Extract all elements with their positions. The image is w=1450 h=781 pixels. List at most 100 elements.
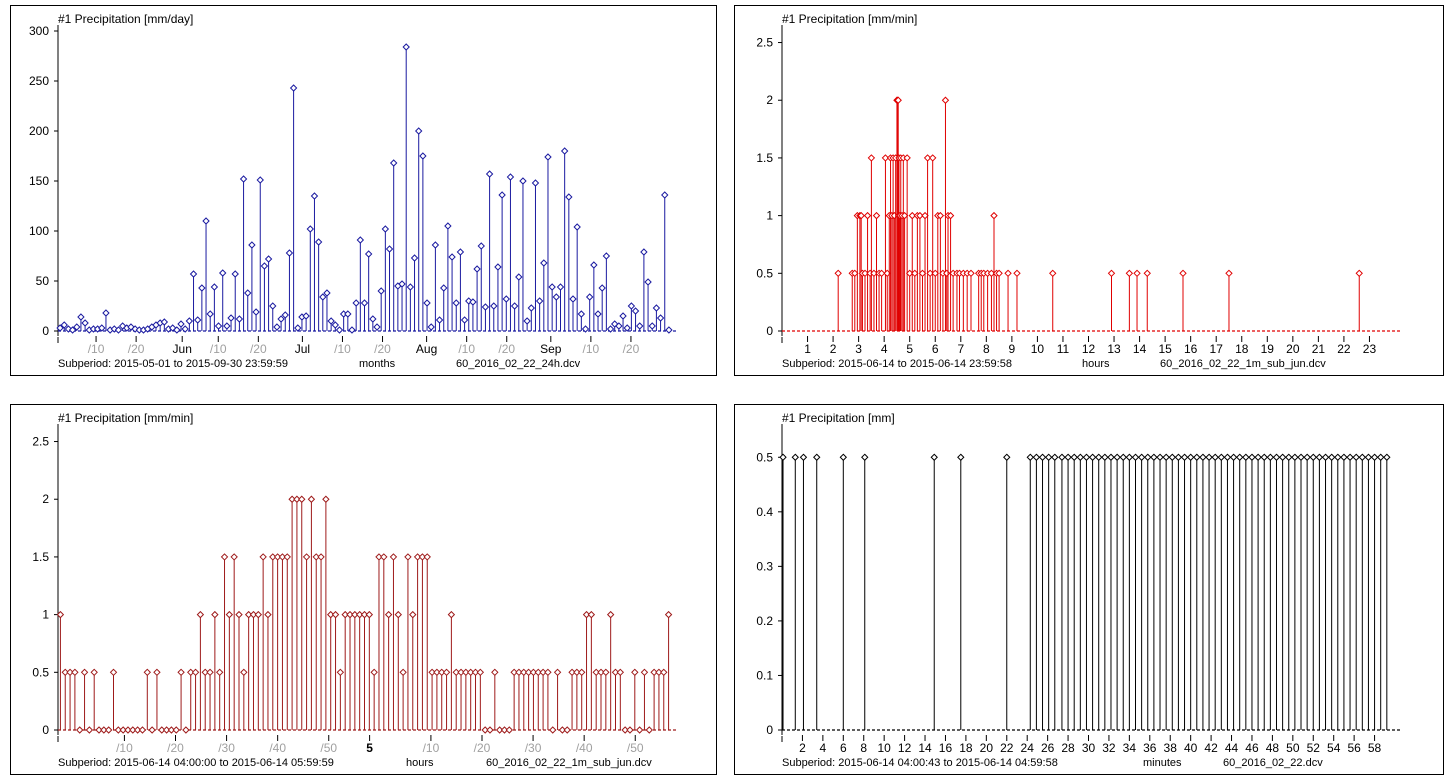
data-point	[648, 322, 656, 330]
data-point	[331, 321, 340, 329]
data-point	[636, 322, 644, 330]
data-point	[370, 668, 378, 677]
data-point	[495, 726, 504, 734]
data-point	[476, 668, 485, 677]
data-point	[98, 324, 106, 332]
data-point	[256, 176, 264, 184]
x-tick-label: 10	[877, 741, 891, 755]
data-point	[389, 159, 398, 167]
data-point	[520, 668, 528, 677]
data-point	[71, 668, 79, 677]
data-point	[606, 325, 615, 333]
subperiod-label: Subperiod: 2015-06-14 04:00:43 to 2015-0…	[782, 757, 1058, 769]
data-point	[900, 211, 909, 220]
data-point	[498, 191, 506, 199]
data-point	[214, 322, 223, 330]
data-point	[535, 297, 544, 305]
chart-title: #1 Precipitation [mm/min]	[58, 411, 194, 425]
data-point	[931, 269, 939, 278]
data-point	[264, 610, 272, 619]
data-point	[1327, 453, 1336, 461]
data-point	[851, 269, 859, 278]
data-point	[1058, 453, 1066, 461]
data-point	[531, 179, 540, 187]
data-point	[456, 248, 465, 256]
x-tick-label: 16	[939, 741, 953, 755]
y-tick-label: 2	[42, 492, 49, 506]
data-point	[95, 726, 103, 734]
data-point	[404, 553, 412, 561]
data-point	[158, 726, 166, 734]
data-point	[943, 269, 951, 278]
x-tick-label: 6	[840, 741, 847, 755]
data-point	[1199, 453, 1207, 461]
data-point	[573, 223, 581, 231]
data-point	[870, 269, 878, 278]
data-point	[569, 295, 577, 303]
y-tick-label: 0	[766, 324, 773, 338]
data-point	[109, 668, 118, 677]
chart-canvas: 0 0.5 1 1.5 2 2.5/10/20/30/40/50 5/10/20/30/40…	[32, 424, 677, 755]
data-point	[510, 668, 518, 677]
x-tick-label: 14	[1133, 342, 1147, 356]
data-point	[56, 324, 64, 332]
y-tick-label: 150	[29, 174, 49, 188]
data-point	[68, 326, 77, 334]
data-point	[1168, 453, 1176, 461]
data-point	[1229, 453, 1238, 461]
data-point	[220, 553, 229, 561]
x-tick-label: 8	[983, 342, 990, 356]
data-point	[348, 326, 356, 334]
data-point	[352, 299, 360, 307]
data-point	[906, 269, 914, 278]
data-point	[365, 610, 374, 619]
data-point	[644, 278, 652, 286]
data-point	[198, 284, 206, 292]
data-point	[462, 668, 470, 677]
data-point	[273, 323, 281, 331]
data-point	[627, 302, 636, 310]
data-point	[619, 312, 627, 320]
file-label: 60_2016_02_22_1m_sub_jun.dcv	[1160, 358, 1326, 370]
data-point	[231, 270, 239, 278]
units-label: months	[359, 358, 396, 370]
data-point	[307, 495, 316, 503]
data-point	[335, 326, 344, 334]
data-point	[409, 610, 417, 619]
x-tick-label: 10	[1031, 342, 1045, 356]
data-point	[177, 320, 185, 328]
data-point	[369, 315, 377, 323]
x-tick-label: 54	[1327, 741, 1341, 755]
data-point	[946, 211, 955, 220]
x-tick-label: 48	[1266, 741, 1280, 755]
chart-canvas: 0 50 100 150 200 250 300/10/20 Jun/10/20 Jul/10 /…	[29, 24, 677, 356]
data-point	[373, 323, 381, 331]
y-tick-label: 0.1	[756, 668, 773, 682]
data-point	[384, 610, 393, 619]
data-point	[269, 302, 277, 310]
data-point	[277, 315, 285, 323]
x-tick-label: 7	[957, 342, 964, 356]
data-point	[133, 726, 142, 734]
x-tick-label: 21	[1312, 342, 1326, 356]
data-point	[1179, 269, 1187, 278]
data-point	[172, 726, 180, 734]
data-point	[1355, 269, 1363, 278]
data-point	[76, 726, 84, 734]
x-tick-label: 38	[1164, 741, 1178, 755]
data-point	[381, 225, 390, 233]
data-point	[160, 318, 169, 326]
data-point	[73, 323, 81, 331]
data-point	[1211, 453, 1219, 461]
y-tick-label: 0.5	[32, 665, 49, 679]
units-label: hours	[406, 757, 434, 769]
data-point	[552, 293, 561, 301]
data-point	[656, 314, 665, 322]
data-point	[473, 265, 481, 273]
data-point	[491, 668, 499, 677]
data-point	[1137, 453, 1146, 461]
data-point	[631, 307, 640, 315]
data-point	[317, 553, 325, 561]
data-point	[563, 726, 571, 734]
data-point	[336, 668, 345, 677]
